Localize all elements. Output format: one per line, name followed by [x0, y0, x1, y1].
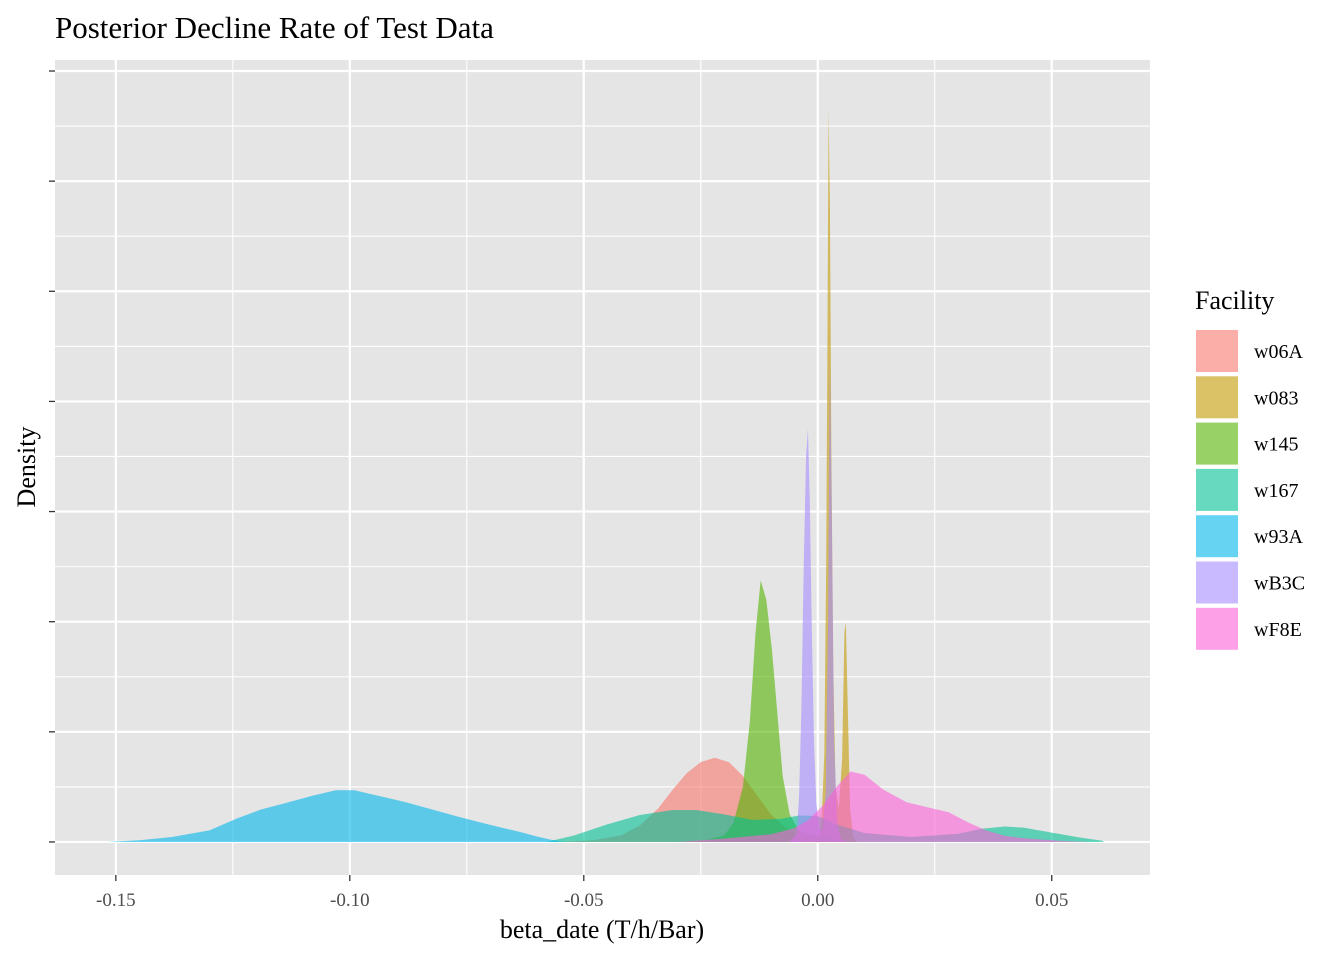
x-tick-label: -0.10	[330, 890, 370, 911]
density-area-w145	[677, 580, 851, 842]
y-axis-ticks	[49, 70, 55, 843]
legend-key-w167	[1196, 468, 1238, 511]
minor-gridlines	[55, 60, 1150, 875]
legend-key-w145	[1196, 422, 1238, 465]
density-areas	[106, 109, 1104, 842]
legend-label-w145: w145	[1254, 434, 1298, 456]
x-axis-title: beta_date (T/h/Bar)	[500, 915, 704, 944]
legend-label-w083: w083	[1254, 387, 1298, 409]
legend-key-w083	[1196, 376, 1238, 419]
density-area-wF8E	[677, 771, 1090, 842]
y-axis-title: Density	[12, 427, 41, 508]
x-axis-ticks	[115, 875, 1053, 881]
chart-title: Posterior Decline Rate of Test Data	[55, 10, 494, 45]
plot-panel	[55, 60, 1150, 875]
x-tick-label: -0.15	[96, 890, 136, 911]
legend-label-wF8E: wF8E	[1254, 619, 1302, 641]
x-axis-tick-labels: -0.15 -0.10 -0.05 0.00 0.05	[96, 890, 1068, 911]
legend: Facility w06A w083 w145 w167 w93A wB3C wF8E	[1195, 286, 1305, 650]
legend-key-w93A	[1196, 515, 1238, 558]
legend-title: Facility	[1195, 286, 1274, 315]
legend-items: w06A w083 w145 w167 w93A wB3C wF8E	[1196, 330, 1305, 650]
legend-label-w167: w167	[1254, 480, 1298, 502]
x-tick-label: 0.00	[801, 890, 834, 911]
x-tick-label: 0.05	[1035, 890, 1068, 911]
density-area-w93A	[106, 790, 566, 842]
legend-key-w06A	[1196, 330, 1238, 372]
density-area-w083	[799, 109, 858, 842]
x-tick-label: -0.05	[564, 890, 604, 911]
legend-label-w93A: w93A	[1254, 526, 1303, 548]
legend-label-wB3C: wB3C	[1254, 573, 1305, 595]
density-area-wB3C	[789, 357, 849, 842]
legend-label-w06A: w06A	[1254, 341, 1303, 363]
legend-key-wF8E	[1196, 607, 1238, 650]
legend-key-wB3C	[1196, 561, 1238, 604]
